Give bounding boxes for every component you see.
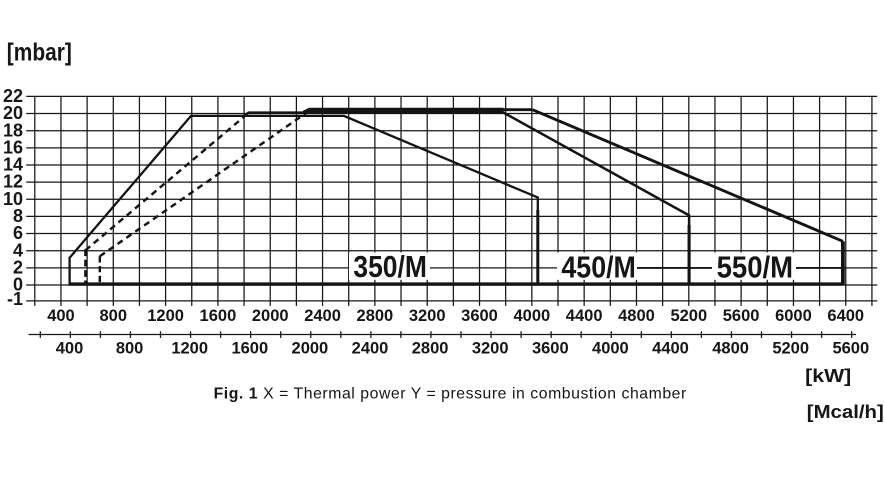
- svg-text:1200: 1200: [147, 307, 184, 325]
- svg-text:550/M: 550/M: [717, 250, 794, 285]
- svg-text:1200: 1200: [171, 339, 208, 357]
- svg-text:4400: 4400: [652, 339, 689, 357]
- svg-text:6: 6: [13, 223, 23, 243]
- svg-text:-1: -1: [7, 289, 23, 309]
- svg-text:16: 16: [3, 137, 23, 157]
- svg-text:12: 12: [3, 172, 23, 192]
- svg-text:[kW]: [kW]: [805, 366, 851, 386]
- svg-text:800: 800: [116, 339, 144, 357]
- svg-text:4800: 4800: [712, 339, 749, 357]
- svg-text:3200: 3200: [472, 339, 509, 357]
- svg-text:2000: 2000: [292, 339, 329, 357]
- svg-text:3600: 3600: [461, 307, 498, 325]
- svg-text:4800: 4800: [618, 307, 655, 325]
- svg-text:2000: 2000: [252, 307, 289, 325]
- svg-text:[Mcal/h]: [Mcal/h]: [807, 402, 884, 422]
- svg-text:6400: 6400: [827, 307, 864, 325]
- svg-text:1600: 1600: [200, 307, 237, 325]
- svg-text:4400: 4400: [566, 307, 603, 325]
- svg-text:400: 400: [56, 339, 84, 357]
- svg-text:[mbar]: [mbar]: [7, 39, 72, 67]
- svg-text:14: 14: [3, 155, 23, 175]
- svg-text:10: 10: [3, 189, 23, 209]
- svg-text:450/M: 450/M: [561, 250, 636, 285]
- svg-text:1600: 1600: [231, 339, 268, 357]
- svg-text:8: 8: [13, 206, 23, 226]
- svg-text:5600: 5600: [832, 339, 869, 357]
- svg-text:5600: 5600: [723, 307, 760, 325]
- svg-text:0: 0: [13, 275, 23, 295]
- svg-text:2400: 2400: [352, 339, 389, 357]
- svg-text:2800: 2800: [357, 307, 394, 325]
- svg-text:5200: 5200: [772, 339, 809, 357]
- svg-text:22: 22: [3, 86, 23, 106]
- svg-text:800: 800: [100, 307, 128, 325]
- svg-text:20: 20: [3, 103, 23, 123]
- svg-text:2800: 2800: [412, 339, 449, 357]
- svg-text:Fig. 1 X = Thermal power Y =: Fig. 1 X = Thermal power Y = pressure in…: [214, 385, 687, 402]
- svg-text:400: 400: [47, 307, 75, 325]
- svg-text:2400: 2400: [304, 307, 341, 325]
- svg-text:4000: 4000: [592, 339, 629, 357]
- svg-text:6000: 6000: [775, 307, 812, 325]
- svg-text:350/M: 350/M: [353, 249, 427, 284]
- svg-text:18: 18: [3, 120, 23, 140]
- svg-text:5200: 5200: [670, 307, 707, 325]
- svg-text:3600: 3600: [532, 339, 569, 357]
- svg-text:4000: 4000: [513, 307, 550, 325]
- svg-text:2: 2: [13, 258, 23, 278]
- svg-text:3200: 3200: [409, 307, 446, 325]
- svg-text:4: 4: [13, 240, 23, 260]
